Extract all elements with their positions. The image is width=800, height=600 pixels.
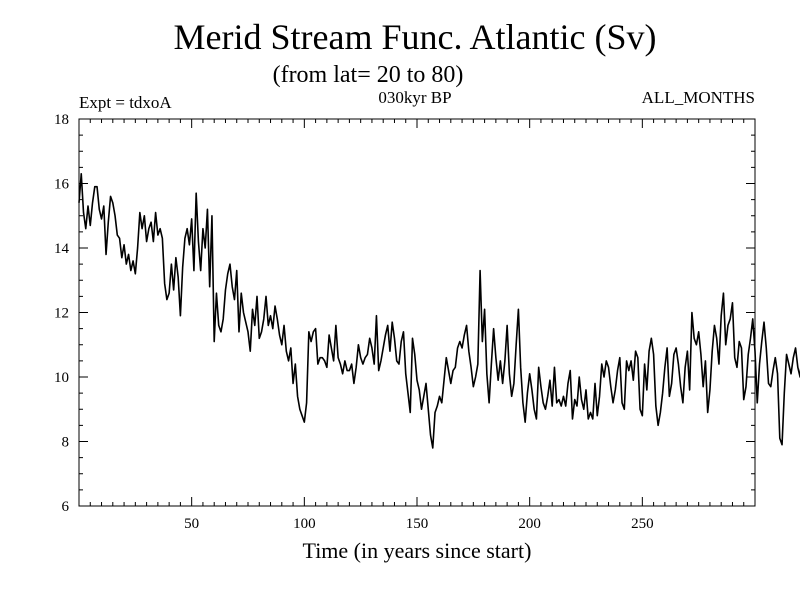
x-tick-label: 50 bbox=[184, 516, 199, 532]
x-tick-label: 100 bbox=[293, 516, 316, 532]
x-axis-label: Time (in years since start) bbox=[303, 538, 532, 563]
annotation-period: 030kyr BP bbox=[378, 88, 451, 107]
x-tick-label: 250 bbox=[631, 516, 654, 532]
x-tick-label: 150 bbox=[406, 516, 429, 532]
series-line-0 bbox=[78, 173, 800, 449]
plot-area: 6 8 10 12 14 16 18 50 100 150 200 250 bbox=[54, 112, 800, 532]
y-tick-label: 18 bbox=[54, 112, 69, 128]
y-tick-label: 14 bbox=[54, 241, 70, 257]
chart-subtitle: (from lat= 20 to 80) bbox=[273, 62, 464, 88]
chart-title: Merid Stream Func. Atlantic (Sv) bbox=[174, 17, 657, 57]
y-tick-label: 8 bbox=[62, 435, 70, 451]
y-tick-label: 16 bbox=[54, 177, 70, 193]
annotation-experiment: Expt = tdxoA bbox=[79, 93, 172, 112]
y-tick-label: 12 bbox=[54, 306, 69, 322]
y-tick-label: 10 bbox=[54, 370, 69, 386]
y-tick-label: 6 bbox=[62, 499, 70, 515]
annotation-months: ALL_MONTHS bbox=[642, 88, 755, 107]
x-tick-label: 200 bbox=[518, 516, 541, 532]
